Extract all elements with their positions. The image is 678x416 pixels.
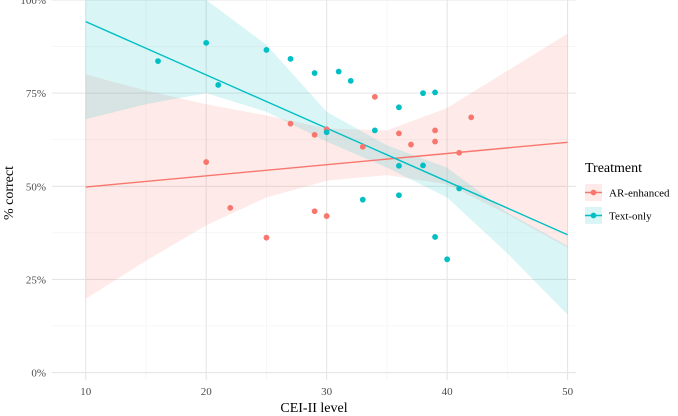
y-tick-label: 50% — [26, 181, 46, 193]
data-points — [155, 39, 475, 263]
data-point-text-only — [203, 39, 210, 46]
data-point-text-only — [396, 104, 402, 111]
confidence-bands — [85, 0, 568, 315]
legend: Treatment AR-enhanced Text-only — [585, 161, 670, 224]
data-point-text-only — [311, 70, 318, 76]
data-point-text-only — [396, 162, 402, 169]
x-tick-label: 30 — [321, 386, 333, 398]
data-point-text-only — [215, 82, 222, 88]
data-point-ar-enhanced — [468, 114, 475, 121]
data-point-text-only — [371, 127, 378, 134]
y-axis-ticks: 0% 25% 50% 75% 100% — [20, 0, 46, 380]
data-point-ar-enhanced — [323, 213, 330, 219]
confidence-band-text-only — [85, 0, 568, 315]
data-point-text-only — [432, 234, 438, 240]
y-axis-title: % correct — [2, 166, 17, 220]
data-point-text-only — [359, 196, 366, 203]
data-point-ar-enhanced — [359, 143, 366, 150]
data-point-ar-enhanced — [371, 93, 378, 100]
data-point-text-only — [444, 256, 451, 263]
x-axis-ticks: 10 20 30 40 50 — [80, 386, 573, 398]
data-point-text-only — [456, 185, 463, 192]
legend-key-point — [590, 189, 597, 196]
legend-item-text-only: Text-only — [585, 207, 652, 224]
data-point-text-only — [420, 162, 426, 169]
data-point-ar-enhanced — [263, 234, 270, 241]
data-point-ar-enhanced — [311, 208, 318, 215]
y-tick-label: 100% — [20, 0, 46, 7]
data-point-text-only — [420, 90, 426, 97]
grid-lines — [52, 0, 576, 380]
x-tick-label: 20 — [201, 386, 213, 398]
data-point-text-only — [287, 55, 294, 62]
plot-background — [52, 0, 576, 380]
data-point-ar-enhanced — [287, 120, 294, 127]
y-tick-label: 75% — [26, 88, 46, 100]
data-point-ar-enhanced — [227, 204, 234, 211]
y-tick-label: 0% — [31, 368, 46, 380]
data-point-ar-enhanced — [311, 131, 318, 138]
x-tick-label: 10 — [80, 386, 92, 398]
data-point-ar-enhanced — [203, 159, 210, 165]
legend-label: Text-only — [609, 211, 652, 223]
trend-line-ar-enhanced — [85, 141, 568, 188]
data-point-text-only — [335, 68, 342, 75]
data-point-ar-enhanced — [408, 141, 414, 148]
data-point-ar-enhanced — [432, 138, 438, 145]
confidence-band-ar-enhanced — [85, 33, 568, 299]
legend-key-point — [590, 212, 597, 219]
data-point-ar-enhanced — [396, 130, 402, 137]
data-point-text-only — [155, 58, 161, 64]
data-point-text-only — [432, 89, 438, 96]
data-point-ar-enhanced — [432, 127, 438, 134]
legend-title: Treatment — [585, 161, 642, 176]
data-point-text-only — [323, 129, 330, 136]
data-point-text-only — [263, 47, 270, 53]
data-point-text-only — [347, 77, 354, 84]
x-tick-label: 40 — [442, 386, 454, 398]
y-tick-label: 25% — [26, 274, 46, 286]
x-axis-title: CEI-II level — [280, 401, 347, 416]
legend-item-ar-enhanced: AR-enhanced — [585, 184, 670, 201]
data-point-ar-enhanced — [456, 149, 463, 156]
legend-label: AR-enhanced — [609, 188, 670, 200]
data-point-text-only — [396, 192, 402, 199]
x-tick-label: 50 — [562, 386, 574, 398]
